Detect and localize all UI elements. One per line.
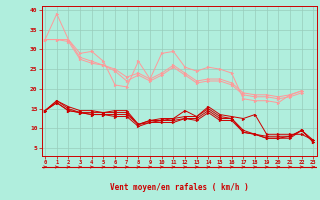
- Text: Vent moyen/en rafales ( km/h ): Vent moyen/en rafales ( km/h ): [110, 184, 249, 192]
